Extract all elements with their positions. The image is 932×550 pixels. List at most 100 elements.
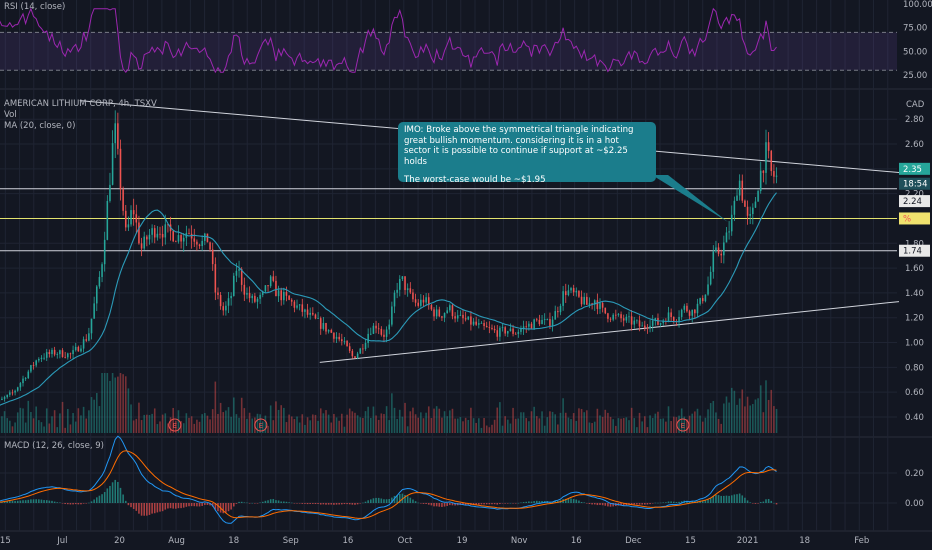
- candle-body: [567, 290, 570, 296]
- rsi-tick-label: 75.00: [903, 24, 927, 34]
- candle-body: [319, 318, 322, 329]
- price-tick-label: 2.20: [905, 190, 924, 200]
- volume-bar: [127, 388, 130, 433]
- candle-body: [514, 333, 517, 335]
- candle-body: [180, 235, 182, 242]
- macd-histogram-bar: [74, 503, 77, 505]
- volume-bar: [198, 421, 201, 433]
- volume-bar: [77, 408, 80, 433]
- candle-body: [35, 360, 37, 366]
- candle-body: [691, 309, 694, 316]
- volume-bar: [762, 412, 765, 433]
- volume-bar: [767, 399, 770, 433]
- earnings-marker: [676, 418, 690, 432]
- annotation-callout[interactable]: IMO: Broke above the symmetrical triangl…: [398, 122, 656, 185]
- macd-histogram-bar: [496, 503, 499, 505]
- candle-body: [746, 206, 749, 216]
- macd-histogram-bar: [35, 499, 37, 503]
- macd-histogram-bar: [335, 503, 338, 505]
- candle-body: [712, 251, 715, 272]
- candle-body: [93, 303, 95, 319]
- candle-body: [317, 318, 319, 319]
- candle-body: [644, 325, 646, 328]
- candle-body: [417, 302, 420, 306]
- volume-bar: [35, 406, 37, 433]
- macd-histogram-bar: [82, 503, 85, 504]
- candle-body: [301, 304, 304, 312]
- candle-body: [549, 319, 551, 326]
- macd-histogram-bar: [517, 502, 520, 504]
- volume-bar: [40, 422, 43, 433]
- volume-bar: [522, 412, 525, 433]
- macd-histogram-bar: [744, 497, 746, 503]
- volume-bar: [317, 420, 319, 433]
- price-tick-label: 2.80: [905, 115, 924, 125]
- volume-bar: [554, 414, 557, 433]
- candle-body: [40, 357, 43, 359]
- volume-bar: [304, 424, 306, 433]
- candle-body: [346, 340, 348, 347]
- volume-bar: [314, 414, 317, 433]
- macd-histogram-bar: [161, 503, 164, 512]
- volume-bar: [651, 417, 654, 433]
- macd-histogram-bar: [206, 503, 209, 505]
- candle-body: [88, 333, 90, 341]
- candle-body: [304, 309, 306, 312]
- volume-bar: [277, 409, 280, 433]
- volume-bar: [665, 421, 667, 433]
- volume-bar: [636, 427, 638, 433]
- candle-body: [80, 348, 82, 352]
- volume-bar: [246, 418, 248, 433]
- volume-bar: [446, 416, 448, 433]
- candle-body: [480, 323, 483, 324]
- volume-bar: [306, 417, 309, 433]
- candle-body: [16, 387, 19, 391]
- volume-bar: [140, 420, 143, 433]
- candle-body: [370, 333, 372, 335]
- price-legend[interactable]: AMERICAN LITHIUM CORP, 4h, TSXV Vol MA (…: [4, 99, 157, 132]
- macd-legend[interactable]: MACD (12, 26, close, 9): [4, 441, 104, 452]
- volume-bar: [330, 422, 333, 433]
- time-axis[interactable]: 15 Jul 20 Aug 18 Sep 16 Oct 19 Nov 16 Dec 15 2021 18 Fe…: [0, 536, 869, 546]
- macd-histogram-bar: [319, 503, 322, 505]
- macd-histogram-bar: [567, 498, 570, 503]
- macd-histogram-bar: [435, 503, 438, 507]
- candle-body: [723, 242, 725, 256]
- candle-body: [238, 269, 240, 271]
- volume-bar: [385, 406, 388, 433]
- volume-bar: [256, 413, 259, 433]
- volume-bar: [741, 389, 744, 433]
- volume-bar: [401, 416, 404, 433]
- rsi-tick-label: 50.00: [903, 47, 927, 57]
- volume-bar: [159, 421, 161, 433]
- volume-bar: [206, 415, 209, 433]
- macd-histogram-bar: [180, 503, 182, 509]
- volume-bar: [483, 417, 485, 433]
- macd-histogram-bar: [728, 495, 730, 503]
- candle-body: [219, 294, 222, 307]
- volume-bar: [564, 412, 567, 433]
- macd-histogram-bar: [746, 500, 749, 503]
- support-tag-bg: [899, 195, 930, 208]
- candle-body: [56, 354, 59, 355]
- macd-histogram-bar: [312, 503, 314, 504]
- candle-body: [146, 236, 148, 240]
- candle-body: [459, 314, 462, 316]
- candle-body: [333, 332, 335, 339]
- volume-bar: [533, 406, 535, 433]
- symbol-label: AMERICAN LITHIUM CORP, 4h, TSXV: [4, 99, 157, 109]
- candle-body: [314, 314, 317, 319]
- volume-bar: [261, 421, 264, 433]
- annotation-line-1: IMO: Broke above the symmetrical triangl…: [404, 125, 634, 135]
- macd-histogram-bar: [633, 503, 636, 505]
- rsi-legend[interactable]: RSI (14, close): [4, 2, 65, 13]
- earnings-marker-label: E: [681, 422, 685, 430]
- volume-bar: [19, 407, 22, 433]
- macd-histogram-bar: [27, 499, 30, 503]
- volume-bar: [572, 413, 575, 433]
- macd-histogram-bar: [644, 503, 646, 505]
- candle-body: [375, 325, 377, 329]
- volume-bar: [775, 408, 778, 433]
- macd-histogram-bar: [499, 503, 501, 504]
- macd-histogram-bar: [280, 501, 282, 503]
